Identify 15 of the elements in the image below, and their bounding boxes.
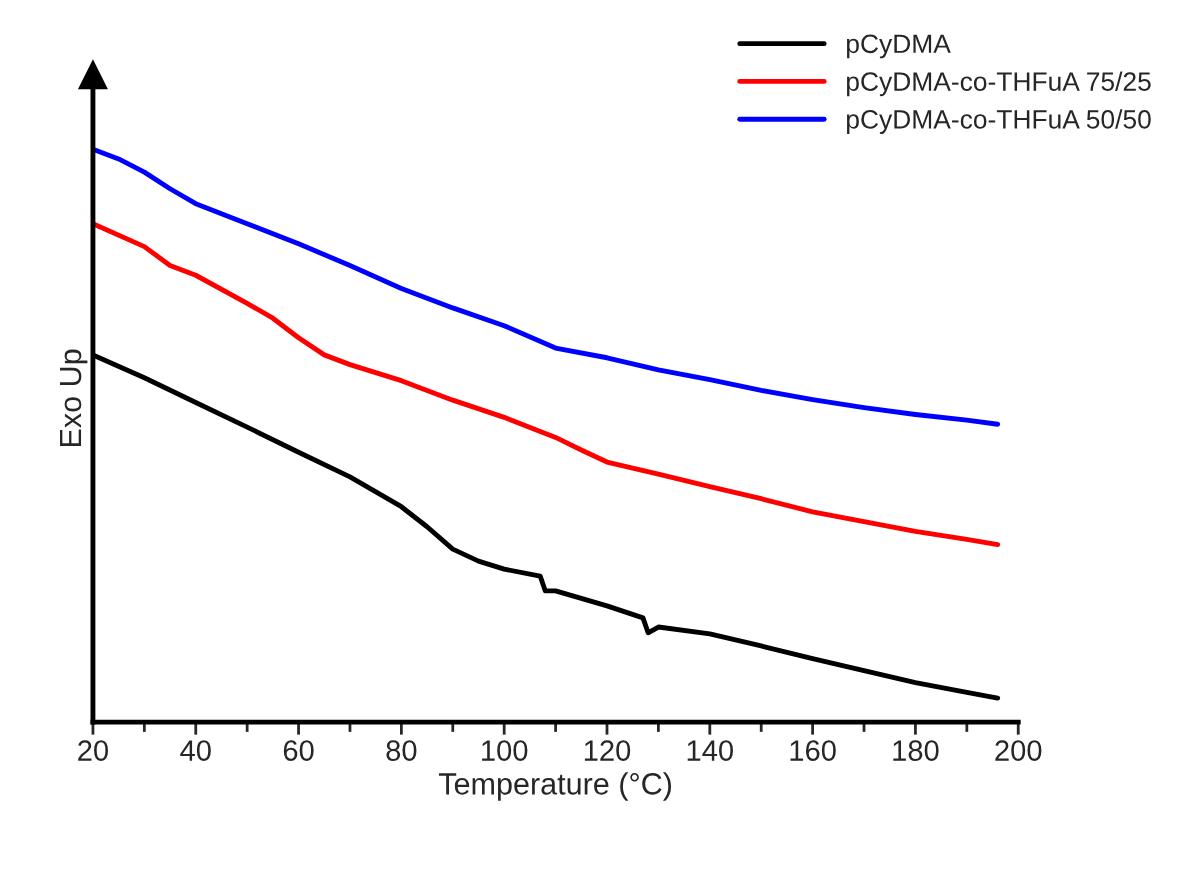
legend-label: pCyDMA-co-THFuA 50/50	[847, 109, 1151, 134]
x-tick-label: 100	[482, 740, 528, 761]
x-tick-label: 40	[180, 740, 211, 761]
y-axis-title: Exo Up	[60, 349, 88, 447]
x-tick-label: 140	[687, 740, 733, 761]
x-axis-title: Temperature (°C)	[438, 772, 672, 801]
x-tick-label: 80	[386, 740, 417, 761]
x-tick-label: 60	[283, 740, 314, 761]
x-tick-label: 20	[78, 740, 109, 761]
legend-label: pCyDMA-co-THFuA 75/25	[847, 71, 1151, 97]
legend-label: pCyDMA	[847, 34, 951, 59]
x-tick-label: 180	[893, 740, 939, 761]
x-tick-label: 200	[995, 740, 1042, 761]
x-tick-label: 160	[790, 740, 836, 761]
x-tick-label: 120	[584, 740, 631, 761]
